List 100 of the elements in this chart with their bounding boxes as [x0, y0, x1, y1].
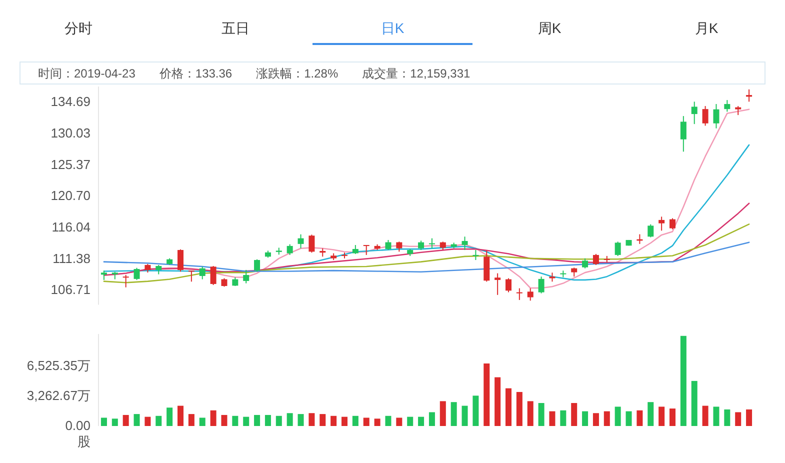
bar: [210, 410, 216, 426]
candlestick: [134, 267, 140, 280]
candlestick: [702, 106, 708, 126]
bar: [538, 403, 544, 426]
candlestick: [472, 249, 479, 260]
bar: [188, 414, 194, 426]
candlestick: [658, 216, 665, 232]
bar: [571, 403, 578, 426]
line-series: [103, 224, 750, 284]
y-tick-label: 106.71: [50, 282, 90, 298]
text: 价格：133.36: [158, 66, 232, 80]
candlestick: [670, 218, 676, 230]
bar: [549, 411, 556, 426]
candlestick: [713, 104, 720, 129]
bar: [680, 336, 686, 426]
bar: [724, 409, 730, 426]
bar: [144, 416, 151, 426]
bar: [462, 406, 468, 426]
category-label: 分时: [64, 20, 92, 36]
category-label: 五日: [222, 20, 250, 36]
y-tick-label: 3,262.67万: [26, 388, 90, 404]
candlestick: [298, 234, 304, 249]
bar: [178, 406, 184, 426]
candlestick: [210, 265, 216, 286]
bar: [506, 388, 512, 426]
bar: [450, 402, 457, 426]
candlestick: [648, 224, 654, 238]
line-series: [103, 144, 750, 281]
line-series: [103, 242, 750, 273]
bar: [440, 401, 446, 426]
y-tick-label: 130.03: [50, 125, 90, 140]
candlestick: [538, 276, 544, 294]
bar: [746, 409, 752, 426]
candlestick: [484, 250, 490, 282]
bar: [691, 380, 698, 426]
candlestick: [363, 244, 370, 256]
candlestick: [724, 100, 730, 112]
candlestick: [494, 272, 501, 296]
bar: [100, 418, 107, 426]
candlestick: [516, 288, 522, 300]
bar: [648, 402, 654, 426]
bar: [428, 412, 435, 426]
bar: [308, 413, 315, 426]
bar: [636, 410, 643, 426]
candlestick: [592, 253, 599, 266]
candlestick: [614, 241, 621, 256]
y-tick-label: 125.37: [50, 156, 90, 172]
candlestick: [199, 266, 206, 280]
bar: [527, 401, 534, 426]
candlestick: [527, 288, 534, 302]
bar: [713, 406, 720, 426]
candlestick: [396, 241, 402, 252]
candlestick: [385, 239, 392, 250]
bar: [560, 410, 566, 426]
bar: [352, 416, 358, 426]
bar: [385, 416, 392, 426]
bar: [484, 363, 490, 426]
candlestick: [582, 258, 588, 269]
bar: [592, 413, 599, 426]
bar: [254, 414, 260, 426]
candlestick: [188, 270, 194, 282]
bar: [658, 406, 665, 426]
bar: [418, 416, 424, 426]
bar: [264, 414, 271, 426]
bar: [582, 411, 588, 426]
bar: [374, 418, 380, 426]
y-tick-label: 111.38: [52, 250, 90, 266]
bar: [243, 416, 250, 426]
bar: [320, 414, 326, 426]
bar: [112, 418, 118, 426]
text: 成交量：12,159,331: [362, 66, 471, 80]
bar: [342, 416, 348, 426]
candlestick: [286, 244, 293, 256]
candlestick: [254, 258, 260, 272]
bar: [614, 406, 621, 426]
category-label: 日K: [380, 20, 405, 36]
category-label: 月K: [694, 20, 719, 36]
bar: [516, 392, 522, 426]
candlestick: [428, 238, 435, 249]
candlestick: [462, 236, 468, 250]
bar: [122, 414, 129, 426]
candlestick: [418, 240, 424, 250]
bar: [363, 418, 370, 426]
bar: [494, 377, 501, 426]
bar: [604, 411, 610, 426]
text: 时间：2019-04-23: [38, 66, 136, 80]
bar: [626, 411, 632, 426]
y-tick-label: 134.69: [50, 94, 90, 110]
candlestick: [735, 106, 742, 116]
bar: [407, 416, 414, 426]
bar: [298, 414, 304, 426]
candlestick: [691, 101, 698, 125]
candlestick: [243, 269, 250, 284]
bar: [156, 416, 162, 426]
candlestick: [549, 272, 556, 282]
bar: [702, 406, 708, 426]
bar: [134, 414, 140, 426]
y-tick-label: 0.00: [65, 418, 90, 434]
bar: [286, 413, 293, 426]
bar: [276, 416, 282, 426]
